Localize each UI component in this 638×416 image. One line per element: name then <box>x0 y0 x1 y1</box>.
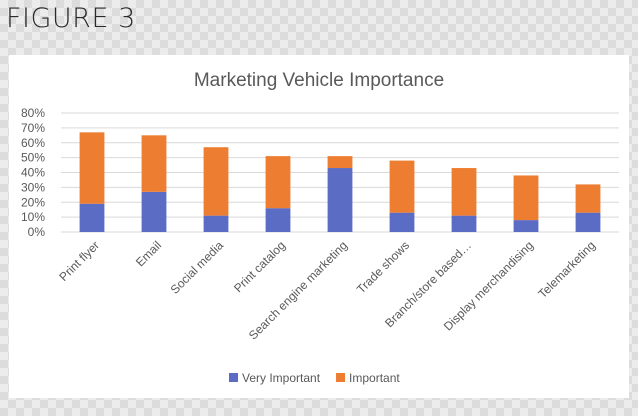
bar-segment <box>575 212 601 232</box>
x-axis: Print flyer Email Social media Print catalo… <box>56 238 598 342</box>
bar-segment <box>327 156 353 169</box>
legend-swatch <box>336 373 346 382</box>
y-tick-label: 60% <box>21 136 45 150</box>
x-tick-label: Print catalog <box>231 238 288 295</box>
bar-segment <box>513 220 539 232</box>
bar-segment <box>141 135 167 192</box>
legend-swatch <box>229 373 238 382</box>
y-tick-label: 30% <box>21 180 45 194</box>
bar-segment <box>575 184 601 213</box>
y-tick-label: 10% <box>21 210 45 224</box>
bar-segment <box>141 191 167 232</box>
legend-label: Important <box>349 371 400 385</box>
bar-segment <box>513 175 539 221</box>
y-tick-label: 20% <box>21 195 45 209</box>
y-tick-label: 40% <box>21 166 45 180</box>
x-tick-label: Print flyer <box>56 238 102 284</box>
y-tick-label: 0% <box>28 225 46 239</box>
bar-segment <box>451 215 477 232</box>
y-tick-label: 80% <box>21 106 45 120</box>
bar-segment <box>265 208 291 232</box>
x-tick-label: Social media <box>168 238 227 297</box>
x-tick-label: Telemarketing <box>535 238 598 301</box>
bar-segment <box>79 132 105 204</box>
y-tick-label: 70% <box>21 121 45 135</box>
bar-segment <box>203 215 229 232</box>
legend: Very Important Important <box>229 371 400 385</box>
bar-segment <box>389 160 415 213</box>
x-tick-label: Email <box>133 238 164 269</box>
bar-segment <box>79 203 105 232</box>
chart-title: Marketing Vehicle Importance <box>194 70 444 91</box>
bar-segment <box>389 212 415 232</box>
stacked-bar-chart: Marketing Vehicle Importance 0%10%20%30%… <box>21 70 619 385</box>
bar-segment <box>451 168 477 216</box>
bar-segment <box>265 156 291 209</box>
bar-segment <box>327 168 353 232</box>
bar-segment <box>203 147 229 216</box>
figure-label: FIGURE 3 <box>6 3 136 34</box>
chart-card: Marketing Vehicle Importance 0% 10% 20% 30%… <box>9 55 629 398</box>
y-axis: 0%10%20%30%40%50%60%70%80% <box>21 106 45 239</box>
legend-label: Very Important <box>242 371 321 385</box>
x-tick-label: Trade shows <box>354 238 412 296</box>
bars <box>79 132 601 232</box>
y-tick-label: 50% <box>21 151 45 165</box>
